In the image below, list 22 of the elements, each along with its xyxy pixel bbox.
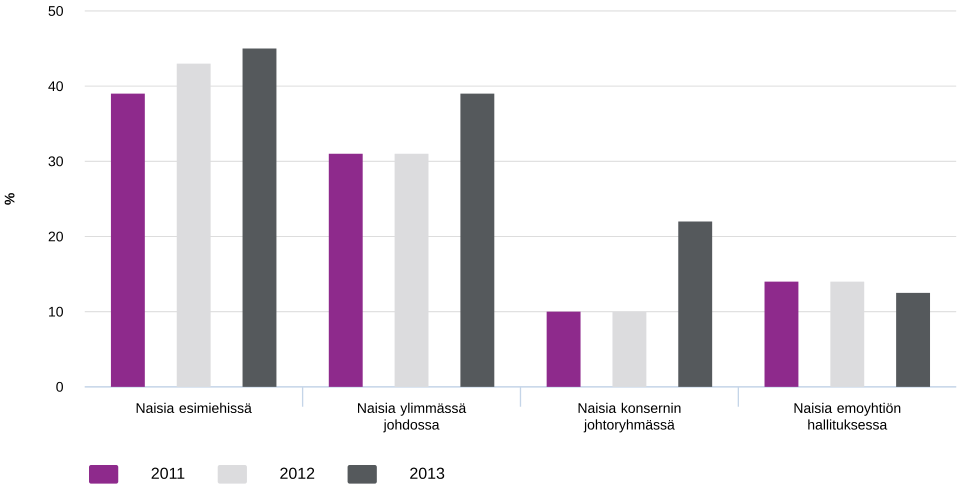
y-axis-title: % <box>4 193 14 205</box>
bar <box>546 312 581 388</box>
y-tick-label: 20 <box>48 232 63 242</box>
legend-label: 2012 <box>280 468 314 480</box>
y-tick-label: 10 <box>49 306 63 317</box>
y-tick-label: 30 <box>48 156 63 166</box>
x-tick-label: Naisia konsernin johtoryhmässä <box>578 402 680 433</box>
legend-label: 2013 <box>410 468 444 480</box>
y-tick-label: 40 <box>48 81 63 92</box>
bar <box>678 222 712 388</box>
bar <box>460 94 494 388</box>
x-tick-label: Naisia ylimmässä johdossa <box>358 402 466 433</box>
legend-label: 2011 <box>152 468 184 480</box>
y-tick-label: 50 <box>48 6 63 16</box>
bar <box>896 293 930 388</box>
x-tick-label: Naisia esimiehissä <box>136 402 252 414</box>
y-tick-label: 0 <box>56 382 63 392</box>
bar <box>328 154 363 388</box>
bar <box>764 282 798 388</box>
x-tick-label: Naisia emoyhtiön hallituksessa <box>794 402 900 430</box>
bar <box>242 48 276 388</box>
bar <box>110 94 145 388</box>
